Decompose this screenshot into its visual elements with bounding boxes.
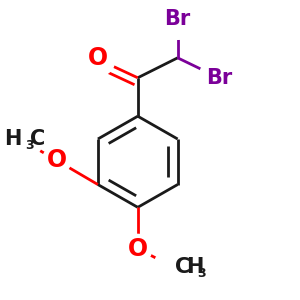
Circle shape	[153, 246, 199, 291]
Text: H: H	[4, 129, 21, 149]
Text: O: O	[128, 237, 148, 261]
Text: H: H	[186, 257, 203, 277]
Text: Br: Br	[164, 9, 191, 29]
Text: 3: 3	[25, 139, 33, 152]
Circle shape	[199, 58, 239, 98]
Text: O: O	[46, 148, 67, 172]
Circle shape	[81, 42, 115, 76]
Text: 3: 3	[197, 267, 205, 280]
Circle shape	[2, 121, 42, 160]
Text: C: C	[175, 257, 190, 277]
Text: O: O	[88, 46, 108, 70]
Circle shape	[158, 0, 198, 39]
Circle shape	[42, 146, 71, 175]
Text: C: C	[30, 129, 46, 149]
Circle shape	[124, 234, 152, 263]
Text: Br: Br	[206, 68, 232, 88]
